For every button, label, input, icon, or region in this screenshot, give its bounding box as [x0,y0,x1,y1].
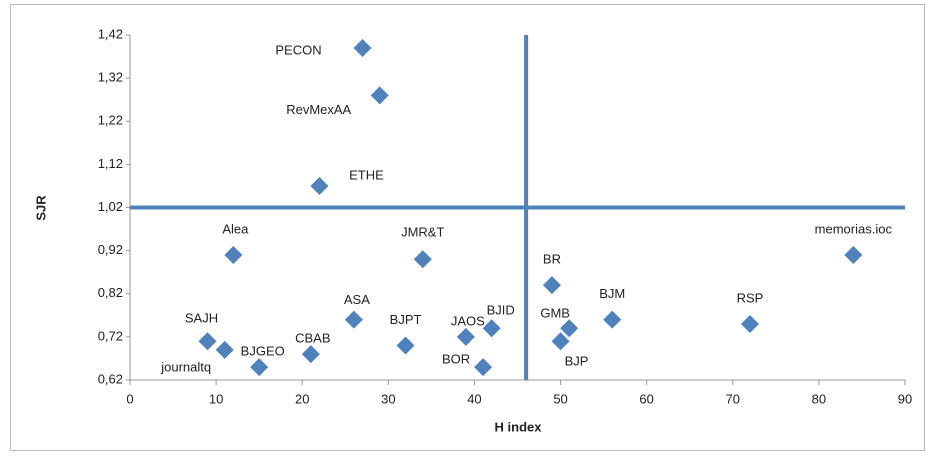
marker [215,340,234,359]
y-tick-label: 1,22 [98,113,123,128]
point-label: BJP [565,354,589,369]
point-label: BJPT [390,312,422,327]
marker [482,319,501,338]
x-tick-label: 30 [381,391,395,406]
point-label: journaltq [160,360,211,375]
y-tick-label: 1,32 [98,70,123,85]
marker [353,38,372,57]
point-label: Alea [222,221,249,236]
point-label: ETHE [349,167,384,182]
x-axis-title: H index [495,419,543,434]
point-label: RSP [737,290,764,305]
x-tick-label: 20 [295,391,309,406]
point-label: BJID [487,303,515,318]
marker [250,358,269,377]
point-label: BJGEO [241,343,285,358]
marker [741,314,759,333]
chart-frame [10,4,925,451]
x-tick-label: 90 [898,391,912,406]
marker [301,345,320,364]
x-tick-label: 70 [726,391,740,406]
point-label: memorias.ioc [815,221,893,236]
marker [551,332,570,351]
x-tick-label: 0 [126,391,133,406]
y-tick-label: 0,92 [98,242,123,257]
point-label: RevMexAA [286,102,351,117]
marker [310,176,329,195]
marker [224,245,243,264]
marker [396,336,415,355]
y-tick-label: 0,62 [98,371,123,386]
point-label: PECON [275,42,321,57]
marker [474,358,493,377]
x-tick-label: 80 [812,391,826,406]
point-label: SAJH [185,311,218,326]
point-label: CBAB [295,331,330,346]
y-tick-label: 1,02 [98,199,123,214]
marker [344,310,363,329]
point-label: JAOS [451,313,485,328]
marker [542,276,561,295]
y-tick-label: 1,42 [98,26,123,41]
point-label: JMR&T [401,225,444,240]
x-tick-label: 60 [639,391,653,406]
y-tick-label: 0,82 [98,285,123,300]
marker [456,327,475,346]
x-tick-label: 40 [467,391,481,406]
marker [560,319,579,338]
point-label: BJM [599,286,625,301]
marker [370,86,389,105]
x-tick-label: 50 [553,391,567,406]
marker [844,245,863,264]
x-tick-label: 10 [209,391,223,406]
y-axis-title: SJR [33,195,48,221]
point-label: ASA [344,292,370,307]
y-tick-label: 0,72 [98,328,123,343]
point-label: BR [543,252,561,267]
marker [603,310,622,329]
marker [198,332,217,351]
marker [413,250,432,269]
point-label: GMB [540,306,570,321]
y-tick-label: 1,12 [98,156,123,171]
point-label: BOR [442,352,470,367]
